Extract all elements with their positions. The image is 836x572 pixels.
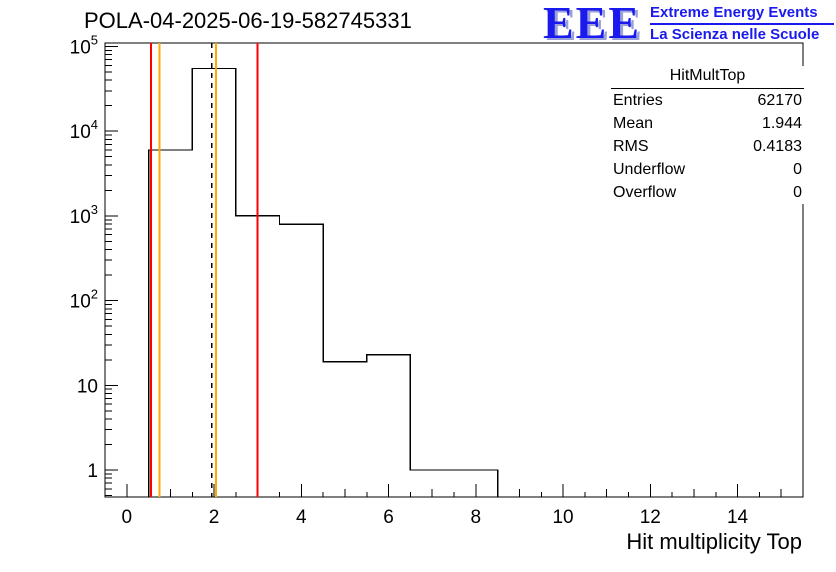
stats-value: 62170 — [757, 92, 803, 109]
x-tick-label: 10 — [552, 507, 573, 528]
eee-logo-subtitles: Extreme Energy Events La Scienza nelle S… — [650, 1, 835, 44]
x-tick-label: 8 — [471, 507, 482, 528]
stats-row-mean: Mean 1.944 — [611, 112, 804, 135]
stats-value: 0.4183 — [753, 138, 802, 155]
eee-logo: EEE Extreme Energy Events La Scienza nel… — [543, 0, 835, 48]
logo-subtitle-english: Extreme Energy Events — [650, 4, 835, 25]
x-tick-label: 6 — [383, 507, 394, 528]
stats-box: HitMultTop Entries 62170 Mean 1.944 RMS … — [611, 66, 804, 204]
stats-value: 1.944 — [761, 115, 802, 132]
x-tick-label: 14 — [727, 507, 749, 528]
histogram-step-line — [105, 67, 803, 498]
stats-label: Entries — [613, 92, 663, 109]
x-tick-label: 0 — [122, 507, 133, 528]
y-tick-label: 105 — [70, 33, 98, 59]
stats-label: Mean — [613, 115, 654, 132]
stats-title: HitMultTop — [611, 66, 804, 89]
stats-row-entries: Entries 62170 — [611, 89, 804, 112]
stats-row-rms: RMS 0.4183 — [611, 135, 804, 158]
x-tick-label: 4 — [296, 507, 307, 528]
stats-label: Underflow — [613, 161, 686, 178]
x-tick-label: 2 — [209, 507, 220, 528]
logo-subtitle-italian: La Scienza nelle Scuole — [650, 26, 820, 43]
stats-value: 0 — [793, 184, 802, 201]
y-tick-label: 102 — [70, 287, 98, 313]
axes — [104, 42, 804, 498]
stats-row-overflow: Overflow 0 — [611, 181, 804, 204]
axis-tick-labels: 0 2 4 6 8 10 12 14 1 10 102 103 104 105 — [70, 33, 749, 528]
stats-value: 0 — [793, 161, 802, 178]
y-tick-label: 10 — [77, 376, 98, 397]
x-axis-title: Hit multiplicity Top — [626, 529, 802, 554]
y-tick-label: 104 — [70, 117, 98, 143]
x-tick-label: 12 — [640, 507, 661, 528]
stats-label: Overflow — [613, 184, 677, 201]
plot-title: POLA-04-2025-06-19-582745331 — [84, 8, 412, 33]
stats-label: RMS — [613, 138, 649, 155]
stats-row-underflow: Underflow 0 — [611, 158, 804, 181]
y-tick-label: 103 — [70, 202, 98, 228]
marker-lines — [149, 43, 259, 497]
eee-logo-text: EEE — [543, 0, 642, 48]
y-tick-label: 1 — [87, 461, 98, 482]
